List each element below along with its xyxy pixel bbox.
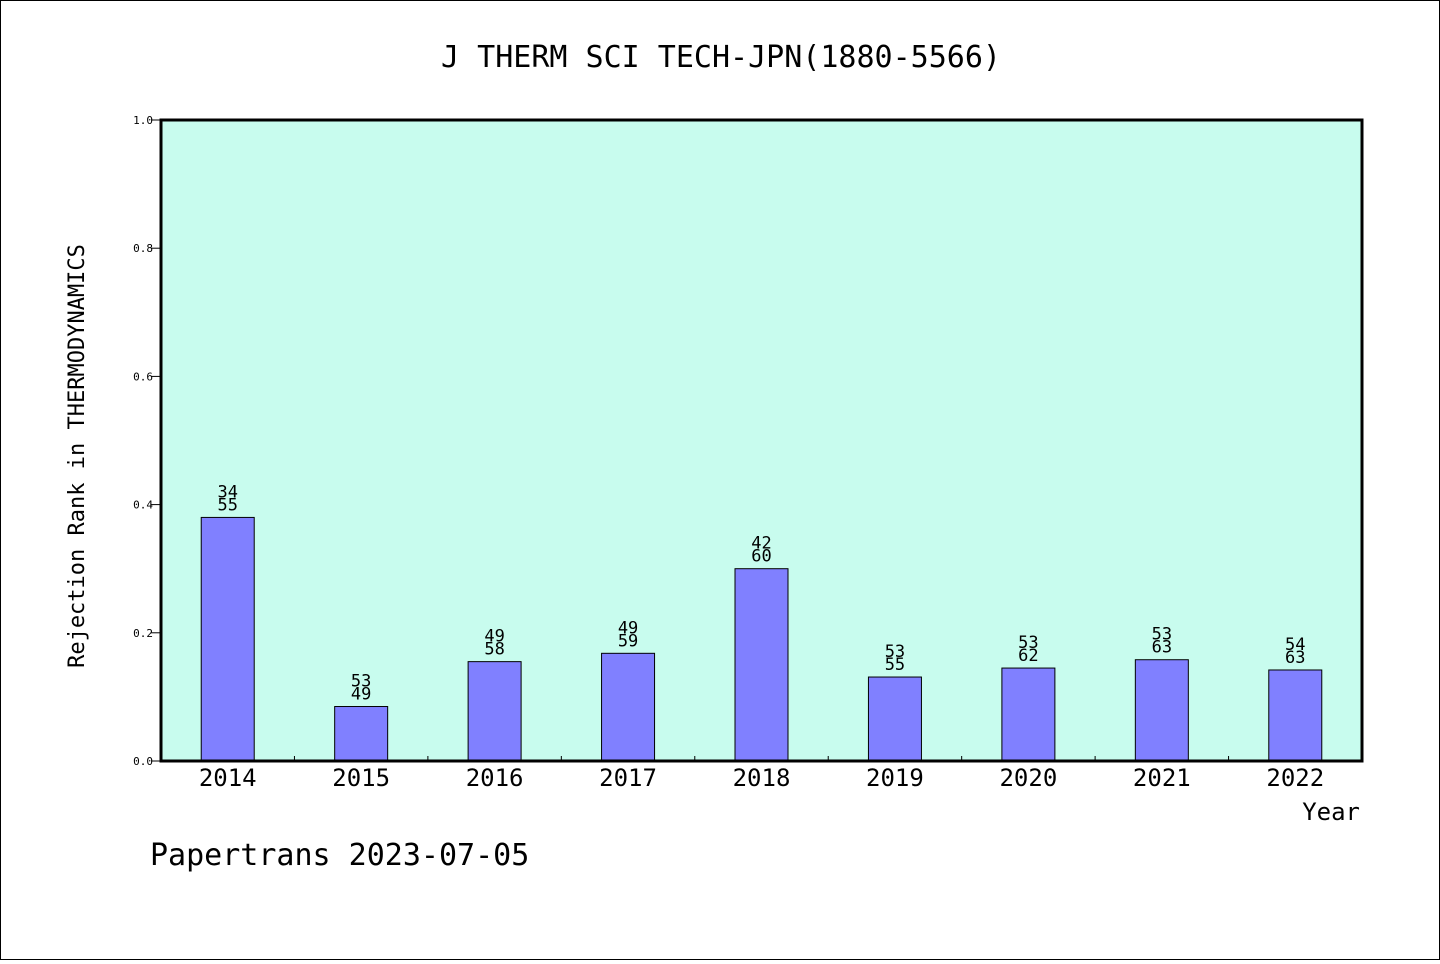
data-label-top: 53: [1018, 633, 1038, 653]
y-axis-label: Rejection Rank in THERMODYNAMICS: [65, 244, 90, 668]
bar-2022: [1268, 669, 1323, 762]
data-label-bottom: 55: [885, 655, 905, 675]
data-label-top: 42: [751, 534, 771, 554]
x-axis: 2014 2015 2016 2017 2018 2019 2020 2021 2022: [199, 756, 1324, 792]
data-label-bottom: 59: [618, 631, 638, 651]
y-tick-label: 1.0: [133, 114, 153, 127]
y-tick-label: 0.2: [133, 627, 153, 640]
data-label-bottom: 60: [751, 547, 771, 567]
x-axis-label: Year: [1302, 798, 1360, 826]
x-tick-label: 2020: [999, 764, 1057, 792]
data-label-top: 53: [351, 672, 371, 692]
y-tick-label: 0.8: [133, 242, 153, 255]
data-label-top: 53: [885, 642, 905, 662]
data-label-bottom: 55: [217, 495, 237, 515]
data-label-bottom: 62: [1018, 646, 1038, 666]
chart-title: J THERM SCI TECH-JPN(1880-5566): [441, 40, 1001, 75]
footer-text: Papertrans 2023-07-05: [150, 838, 529, 873]
data-label-top: 53: [1152, 625, 1172, 645]
bar-2017: [601, 652, 656, 762]
x-tick-label: 2015: [332, 764, 390, 792]
y-tick-label: 0.0: [133, 755, 153, 768]
x-tick-label: 2021: [1133, 764, 1191, 792]
bar-2020: [1001, 667, 1056, 762]
x-tick-label: 2014: [199, 764, 257, 792]
data-label-top: 54: [1285, 635, 1305, 655]
data-label-bottom: 63: [1152, 638, 1172, 658]
x-tick-label: 2018: [733, 764, 791, 792]
bar-2019: [867, 676, 922, 762]
data-label-bottom: 63: [1285, 648, 1305, 668]
y-tick-label: 0.4: [133, 499, 153, 512]
data-label-top: 34: [217, 482, 237, 502]
data-label-bottom: 58: [484, 640, 504, 660]
data-label-bottom: 49: [351, 685, 371, 705]
x-tick-label: 2017: [599, 764, 657, 792]
bar-2014: [200, 516, 255, 762]
x-tick-label: 2016: [466, 764, 524, 792]
bar-2021: [1134, 659, 1189, 762]
plot-border: [159, 118, 1364, 763]
x-tick-label: 2022: [1266, 764, 1324, 792]
bar-2018: [734, 568, 789, 762]
data-label-top: 49: [484, 627, 504, 647]
y-tick-label: 0.6: [133, 370, 153, 383]
x-tick-label: 2019: [866, 764, 924, 792]
bar-2015: [334, 706, 389, 762]
bar-2016: [467, 661, 522, 762]
y-axis: 0.0 0.2 0.4 0.6 0.8 1.0: [133, 114, 161, 768]
data-label-top: 49: [618, 618, 638, 638]
